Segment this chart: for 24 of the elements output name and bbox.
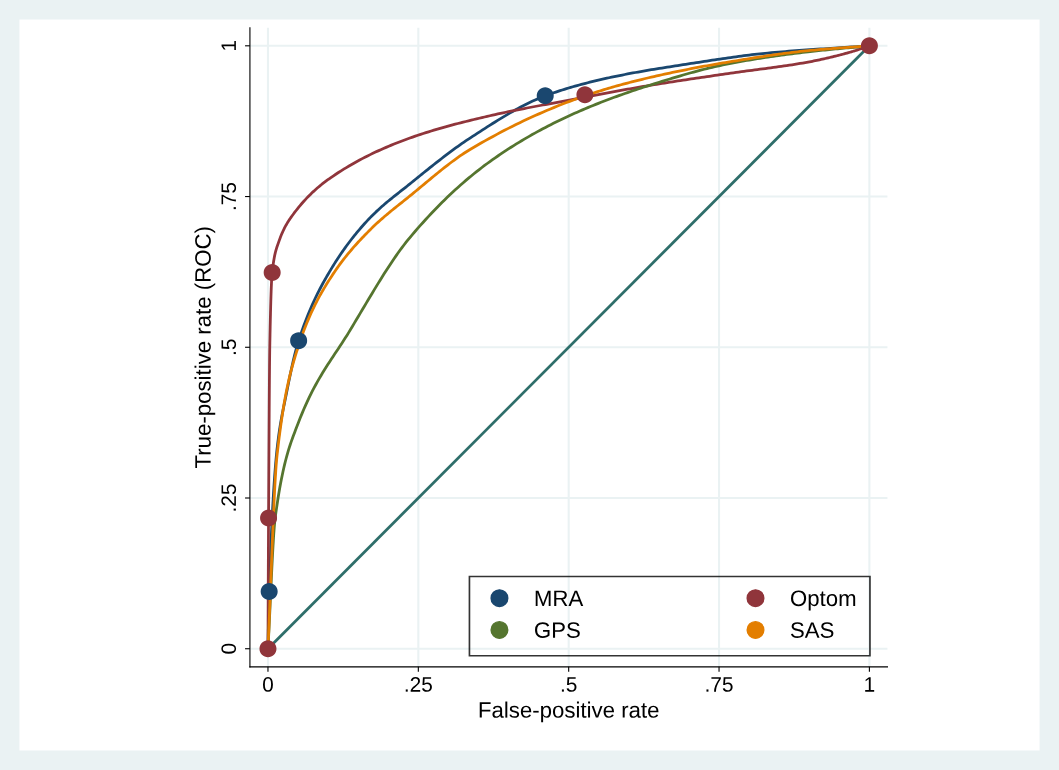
y-tick-label: .5: [221, 339, 237, 355]
legend-label: Optom: [790, 590, 856, 611]
legend-label: GPS: [535, 622, 580, 638]
x-axis-title: False-positive rate: [479, 701, 659, 723]
point: [536, 87, 554, 105]
y-tick-label: .25: [221, 484, 237, 511]
point: [576, 86, 594, 104]
y-tick-label: 1: [221, 41, 236, 51]
point: [290, 332, 308, 350]
x-tick-label: .5: [561, 677, 577, 692]
point: [260, 582, 278, 600]
point: [259, 640, 277, 658]
legend-label: SAS: [790, 622, 834, 638]
x-tick-label: .75: [706, 677, 733, 692]
legend-label: MRA: [535, 590, 584, 606]
point: [263, 264, 281, 282]
point: [260, 509, 278, 527]
point: [860, 37, 878, 55]
x-tick-label: .25: [405, 677, 432, 692]
y-tick-label: .75: [221, 182, 237, 210]
x-tick-label: 1: [865, 677, 875, 692]
x-tick-label: 0: [262, 677, 273, 692]
y-axis-title: True-positive rate (ROC): [194, 227, 216, 468]
y-tick-label: 0: [221, 643, 237, 654]
